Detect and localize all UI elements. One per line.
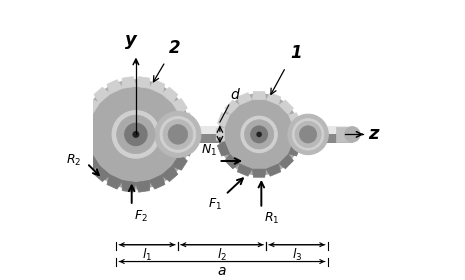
Circle shape: [292, 119, 324, 150]
Polygon shape: [252, 92, 266, 100]
Text: $F_1$: $F_1$: [208, 197, 222, 213]
Circle shape: [160, 116, 196, 152]
Circle shape: [288, 114, 328, 155]
Polygon shape: [107, 80, 123, 94]
Bar: [244, 122, 259, 147]
Polygon shape: [79, 113, 93, 128]
Text: d: d: [231, 88, 239, 102]
Polygon shape: [238, 93, 252, 105]
Text: $R_2$: $R_2$: [66, 153, 81, 168]
Text: $R_1$: $R_1$: [264, 211, 279, 227]
Polygon shape: [225, 154, 239, 169]
Circle shape: [117, 115, 155, 154]
Bar: [109, 134, 353, 143]
Polygon shape: [179, 113, 193, 128]
Bar: [109, 126, 353, 143]
Text: $l_2$: $l_2$: [217, 247, 227, 263]
Polygon shape: [94, 165, 110, 181]
Polygon shape: [122, 77, 136, 88]
Circle shape: [299, 126, 317, 143]
Polygon shape: [289, 142, 301, 156]
Circle shape: [125, 123, 147, 146]
Circle shape: [251, 126, 267, 143]
Polygon shape: [279, 100, 293, 115]
Polygon shape: [136, 180, 150, 192]
Circle shape: [245, 120, 274, 149]
Text: 1: 1: [290, 44, 301, 62]
Circle shape: [345, 127, 360, 142]
Polygon shape: [179, 141, 193, 156]
Polygon shape: [225, 100, 239, 115]
Polygon shape: [122, 180, 136, 192]
Text: $F_2$: $F_2$: [134, 209, 148, 224]
Polygon shape: [149, 175, 165, 189]
Polygon shape: [85, 154, 100, 170]
Text: $l_1$: $l_1$: [142, 247, 152, 263]
Polygon shape: [217, 142, 230, 156]
Bar: [336, 127, 352, 142]
Polygon shape: [85, 99, 100, 115]
Circle shape: [219, 94, 300, 175]
Polygon shape: [238, 164, 252, 176]
Polygon shape: [78, 127, 88, 142]
Text: $l_3$: $l_3$: [292, 247, 302, 263]
Circle shape: [241, 116, 277, 153]
Bar: [119, 121, 134, 148]
Polygon shape: [266, 164, 281, 176]
Polygon shape: [94, 87, 110, 103]
Polygon shape: [289, 113, 301, 127]
Polygon shape: [136, 77, 150, 88]
Circle shape: [168, 125, 188, 144]
Text: $a$: $a$: [217, 264, 227, 278]
Polygon shape: [216, 128, 225, 141]
Polygon shape: [172, 99, 187, 115]
Polygon shape: [79, 141, 93, 156]
Text: $N_1$: $N_1$: [201, 143, 217, 158]
Circle shape: [81, 80, 191, 189]
Polygon shape: [294, 128, 302, 141]
Polygon shape: [183, 127, 193, 142]
Polygon shape: [266, 93, 281, 105]
Circle shape: [163, 120, 193, 149]
Text: z: z: [368, 125, 379, 143]
Circle shape: [112, 111, 159, 158]
Polygon shape: [172, 154, 187, 170]
Text: 2: 2: [169, 39, 180, 57]
Polygon shape: [149, 80, 165, 94]
Polygon shape: [107, 175, 123, 189]
Circle shape: [155, 111, 201, 157]
Circle shape: [295, 121, 321, 148]
Polygon shape: [161, 87, 178, 103]
Circle shape: [133, 132, 139, 137]
Polygon shape: [217, 113, 230, 127]
Polygon shape: [279, 154, 293, 169]
Text: y: y: [125, 31, 137, 49]
Bar: [109, 126, 353, 134]
Circle shape: [257, 132, 261, 137]
Polygon shape: [161, 165, 178, 181]
Polygon shape: [252, 169, 266, 177]
